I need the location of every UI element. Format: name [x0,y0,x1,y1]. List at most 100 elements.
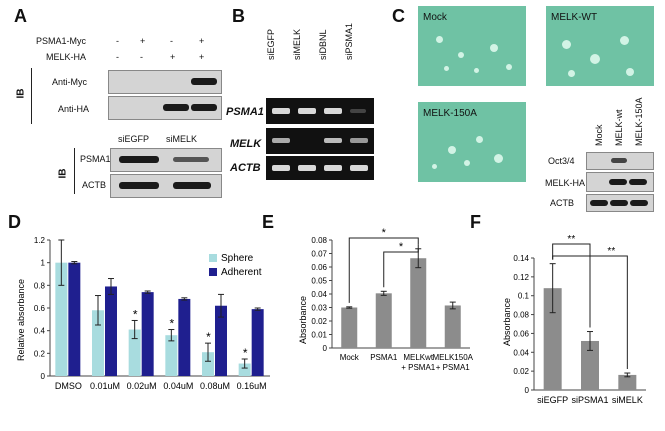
mark: - [116,52,119,62]
blot-label: MELK-HA [545,178,586,188]
gel-psma1 [266,98,374,124]
gel-actb [266,156,374,180]
y-tick-label: 0.04 [513,348,529,357]
mark: - [170,36,173,46]
band [298,165,316,171]
blot-label: Oct3/4 [548,156,575,166]
legend-swatch-adherent [209,268,217,276]
blot-actb [110,174,222,198]
band [611,158,627,163]
band [173,182,211,189]
image-label: MELK-150A [423,108,477,119]
blot-label: ACTB [550,198,575,208]
panel-label-d: D [8,212,21,232]
bar [375,293,392,348]
y-tick-label: 0.1 [518,292,530,301]
significance-bracket [383,244,419,288]
blot-label-psma1: PSMA1 [80,154,111,164]
bar [341,307,358,348]
y-tick-label: 1.2 [34,236,46,245]
x-tick-label: + PSMA1 [436,363,471,372]
band [324,165,342,171]
band [119,156,159,163]
x-tick-label: 0.01uM [90,381,120,391]
y-tick-label: 0.07 [311,250,327,259]
y-tick-label: 0.06 [311,263,327,272]
y-tick-label: 0.04 [311,290,327,299]
bar [581,340,599,390]
blot-label-actb: ACTB [82,180,107,190]
micrograph-mock: Mock [418,6,526,86]
bar [410,258,427,348]
bar-sphere [55,262,68,376]
cell [444,66,449,71]
band [272,138,290,143]
band [350,109,366,113]
y-tick-label: 0 [41,372,46,381]
y-tick-label: 0.01 [311,331,327,340]
y-tick-label: 0.08 [311,236,327,245]
band [350,165,368,171]
band [191,78,217,85]
band [173,157,209,162]
cell [448,146,456,154]
band [298,108,316,114]
blot-actb-c [586,194,654,212]
y-tick-label: 0.02 [513,367,529,376]
gene-label: MELK [230,138,262,150]
band [630,200,648,206]
ylabel-f: Absorbance [502,298,512,346]
image-label: MELK-WT [551,12,598,23]
x-tick-label: DMSO [55,381,82,391]
blot-label-anti-myc: Anti-Myc [52,77,88,87]
band [610,200,628,206]
band [324,138,342,143]
band [119,182,159,189]
legend-label-adherent: Adherent [221,267,262,278]
x-tick-label: MELKwt [403,353,434,362]
band [609,179,627,185]
x-tick-label: siPSMA1 [571,395,608,405]
bar-adherent [251,309,264,376]
bar-adherent [141,292,154,376]
mark: + [170,52,176,62]
cell [476,136,483,143]
y-tick-label: 0.05 [311,277,327,286]
panel-label-e: E [262,212,275,232]
panel-label-b: B [232,6,245,26]
image-label: Mock [423,12,447,23]
y-tick-label: 0.6 [34,304,46,313]
x-tick-label: 0.02uM [127,381,157,391]
mark: + [199,52,205,62]
y-tick-label: 0.03 [311,304,327,313]
cell [474,68,479,73]
blot-anti-ha [108,96,222,120]
cell [590,54,600,64]
x-tick-label: + PSMA1 [401,363,436,372]
bar-sphere [92,310,104,376]
bar [543,288,562,390]
cell [436,36,443,43]
cell [562,40,571,49]
chart-d: 0 0.2 0.4 0.6 0.8 1 1.2 DMSO 0.01uM * 0.02uM * 0.04u… [34,236,270,391]
x-tick-label: Mock [340,353,360,362]
cell [494,154,503,163]
significance-label: ** [607,246,615,257]
ylabel-d: Relative absorbance [16,279,26,361]
cell [626,68,634,76]
bar-adherent [178,298,191,376]
bar-adherent [215,305,227,376]
band [272,165,290,171]
mark: + [140,36,146,46]
significance-bracket [552,255,628,370]
significance-mark: * [169,317,174,331]
y-tick-label: 0.12 [513,273,529,282]
legend-swatch-sphere [209,254,217,262]
mark: + [199,36,205,46]
mark: - [116,36,119,46]
micrograph-melk-150a: MELK-150A [418,102,526,182]
x-tick-label: MELK150A [433,353,474,362]
band [272,108,290,114]
significance-mark: * [206,330,211,344]
